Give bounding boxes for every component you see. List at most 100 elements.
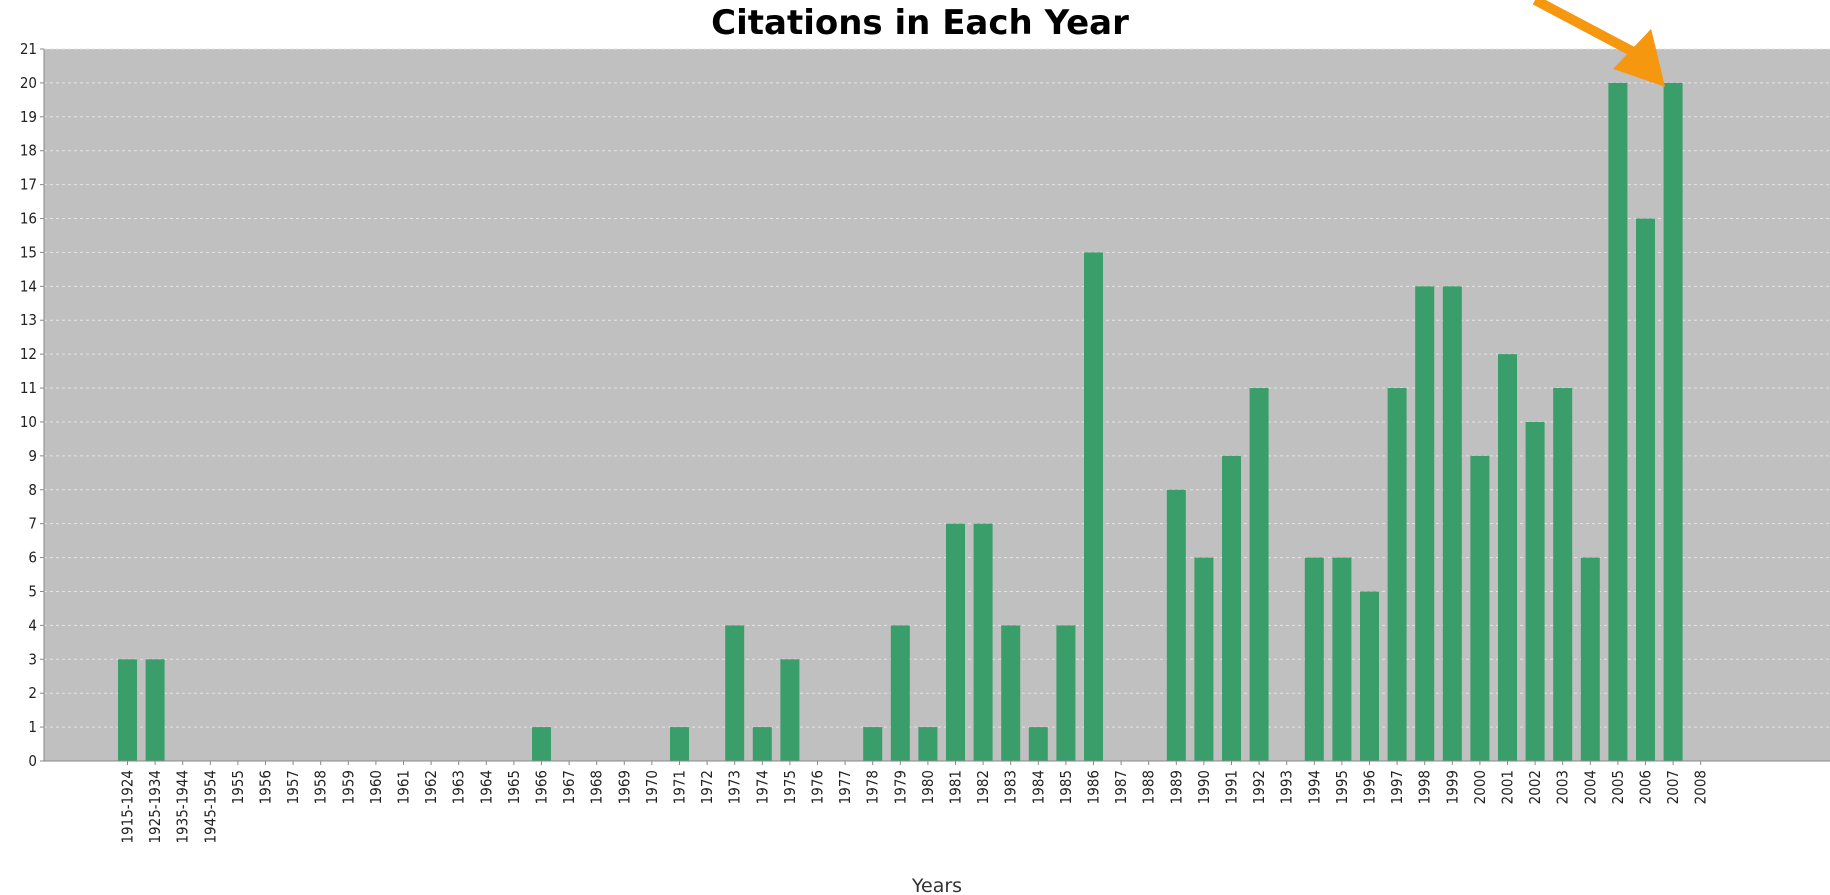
y-tick-label: 4 bbox=[28, 616, 37, 634]
x-tick-label: 1963 bbox=[450, 770, 468, 804]
bar-1974 bbox=[752, 727, 772, 761]
x-tick-label: 1968 bbox=[588, 770, 606, 804]
bar-1992 bbox=[1249, 388, 1269, 761]
bar-2001 bbox=[1498, 354, 1517, 761]
x-tick-label: 2008 bbox=[1692, 770, 1710, 804]
y-tick-label: 10 bbox=[20, 413, 37, 431]
bar-1966 bbox=[532, 727, 551, 761]
x-tick-label: 1978 bbox=[864, 770, 882, 804]
bar-1998 bbox=[1415, 286, 1435, 761]
bar-1925-1934 bbox=[145, 659, 165, 761]
annotation-arrow-shaft bbox=[1532, 0, 1638, 58]
x-tick-label: 1989 bbox=[1167, 770, 1185, 804]
y-tick-label: 15 bbox=[20, 243, 37, 261]
x-tick-label: 1973 bbox=[726, 770, 744, 804]
bars bbox=[118, 82, 1683, 761]
bar-1973 bbox=[725, 625, 745, 761]
bar-1980 bbox=[918, 727, 938, 761]
y-tick-label: 0 bbox=[28, 752, 37, 770]
bar-1994 bbox=[1304, 557, 1324, 761]
y-tick-label: 21 bbox=[20, 40, 37, 58]
x-tick-label: 1915-1924 bbox=[119, 770, 137, 844]
x-tick-label: 1964 bbox=[477, 770, 495, 804]
bar-1989 bbox=[1166, 489, 1186, 761]
bar-1915-1924 bbox=[118, 659, 137, 761]
x-tick-label: 1969 bbox=[615, 770, 633, 804]
annotation-arrow-head bbox=[1613, 28, 1666, 87]
x-tick-label: 2006 bbox=[1637, 770, 1655, 804]
y-tick-label: 5 bbox=[28, 582, 37, 600]
x-tick-label: 1988 bbox=[1140, 770, 1158, 804]
x-tick-label: 2001 bbox=[1499, 770, 1517, 804]
x-tick-label: 1956 bbox=[257, 770, 275, 804]
bar-1981 bbox=[946, 523, 965, 761]
x-tick-label: 1987 bbox=[1112, 770, 1130, 804]
x-tick-label: 1970 bbox=[643, 770, 661, 804]
x-tick-label: 1986 bbox=[1085, 770, 1103, 804]
y-tick-label: 19 bbox=[20, 108, 37, 126]
bar-2003 bbox=[1553, 388, 1573, 761]
x-tick-label: 1960 bbox=[367, 770, 385, 804]
x-tick-label: 1976 bbox=[809, 770, 827, 804]
x-tick-label: 1999 bbox=[1443, 770, 1461, 804]
bar-1986 bbox=[1084, 252, 1103, 761]
bar-2007 bbox=[1663, 82, 1683, 761]
x-tick-label: 1983 bbox=[1002, 770, 1020, 804]
x-tick-label: 1958 bbox=[312, 770, 330, 804]
bar-2005 bbox=[1608, 82, 1628, 761]
y-tick-label: 8 bbox=[28, 481, 37, 499]
x-tick-label: 1977 bbox=[836, 770, 854, 804]
x-tick-label: 1979 bbox=[891, 770, 909, 804]
y-tick-label: 1 bbox=[28, 718, 37, 736]
bar-1979 bbox=[890, 625, 910, 761]
x-tick-label: 1998 bbox=[1416, 770, 1434, 804]
x-tick-label: 1997 bbox=[1388, 770, 1406, 804]
bar-2006 bbox=[1636, 218, 1655, 761]
bar-1985 bbox=[1056, 625, 1076, 761]
y-tick-label: 20 bbox=[20, 74, 37, 92]
x-tick-label: 2005 bbox=[1609, 770, 1627, 804]
x-tick-label: 1994 bbox=[1305, 770, 1323, 804]
annotations bbox=[1532, 0, 1666, 87]
y-tick-label: 3 bbox=[28, 650, 37, 668]
x-tick-label: 2004 bbox=[1581, 770, 1599, 804]
bar-2002 bbox=[1525, 421, 1545, 761]
x-tick-label: 1982 bbox=[974, 770, 992, 804]
x-tick-label: 1991 bbox=[1223, 770, 1241, 804]
x-tick-label: 1966 bbox=[533, 770, 551, 804]
x-tick-label: 2000 bbox=[1471, 770, 1489, 804]
x-tick-labels: 1915-1924 1925-1934 1935-1944 1945-1954 1955… bbox=[119, 761, 1710, 844]
x-tick-label: 1945-1954 bbox=[201, 770, 219, 844]
y-tick-label: 7 bbox=[28, 515, 37, 533]
y-tick-label: 13 bbox=[20, 311, 37, 329]
x-axis-label: Years bbox=[911, 875, 962, 895]
x-tick-label: 2007 bbox=[1664, 770, 1682, 804]
x-tick-label: 1993 bbox=[1278, 770, 1296, 804]
x-tick-label: 1972 bbox=[698, 770, 716, 804]
x-tick-label: 1975 bbox=[781, 770, 799, 804]
y-tick-label: 18 bbox=[20, 142, 37, 160]
bar-1984 bbox=[1028, 727, 1048, 761]
bar-2004 bbox=[1580, 557, 1600, 761]
y-tick-label: 17 bbox=[20, 176, 37, 194]
bar-1983 bbox=[1001, 625, 1021, 761]
x-tick-label: 1965 bbox=[505, 770, 523, 804]
x-tick-label: 1962 bbox=[422, 770, 440, 804]
chart-title: Citations in Each Year bbox=[711, 3, 1129, 43]
y-tick-label: 16 bbox=[20, 210, 37, 228]
bar-2000 bbox=[1470, 455, 1490, 761]
x-tick-label: 2003 bbox=[1554, 770, 1572, 804]
x-tick-label: 1984 bbox=[1029, 770, 1047, 804]
x-tick-label: 1967 bbox=[560, 770, 578, 804]
x-tick-label: 1959 bbox=[339, 770, 357, 804]
bar-1999 bbox=[1442, 286, 1462, 761]
x-tick-label: 1925-1934 bbox=[146, 770, 164, 844]
bar-1971 bbox=[670, 727, 689, 761]
y-tick-label: 2 bbox=[28, 684, 37, 702]
x-tick-label: 1961 bbox=[395, 770, 413, 804]
y-tick-label: 9 bbox=[28, 447, 37, 465]
x-tick-label: 1971 bbox=[671, 770, 689, 804]
x-tick-label: 1992 bbox=[1250, 770, 1268, 804]
